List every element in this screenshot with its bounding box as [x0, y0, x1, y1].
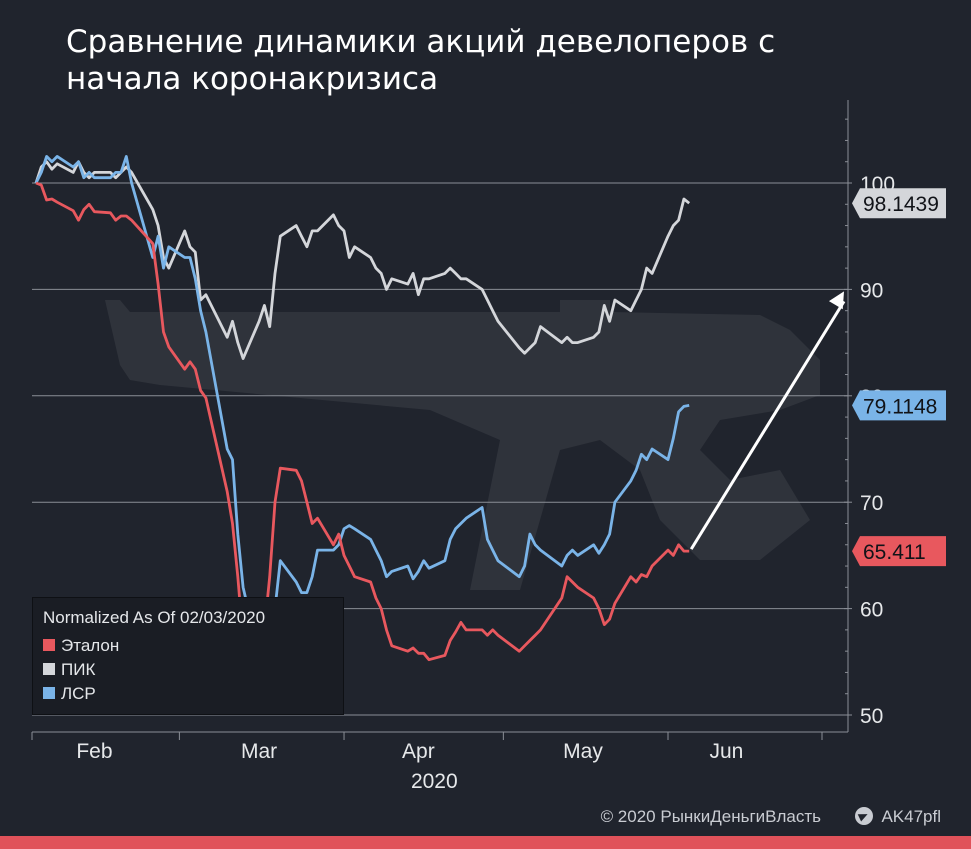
legend-item-etalon: Эталон	[43, 636, 119, 656]
chart-legend: Normalized As Of 02/03/2020 Эталон ПИК Л…	[32, 597, 344, 715]
channel-credit: AK47pfl	[855, 807, 941, 827]
x-tick-label-feb: Feb	[76, 740, 112, 763]
channel-name: AK47pfl	[881, 807, 941, 826]
value-tag-lsr	[852, 390, 946, 421]
x-tick-label-may: May	[563, 740, 603, 763]
annotation-arrow-shaft	[689, 300, 846, 550]
value-tag-label-pik: 98.1439	[863, 193, 939, 216]
y-tick-label-60: 60	[860, 599, 883, 622]
legend-label-pik: ПИК	[61, 660, 96, 679]
x-tick-label-mar: Mar	[241, 740, 277, 763]
legend-item-lsr: ЛСР	[43, 684, 96, 704]
x-tick-label-apr: Apr	[402, 740, 435, 763]
value-tag-label-lsr: 79.1148	[863, 395, 937, 418]
value-tag-label-etalon: 65.411	[863, 541, 926, 564]
x-tick-label-jun: Jun	[709, 740, 743, 763]
y-tick-label-70: 70	[860, 492, 883, 515]
legend-label-etalon: Эталон	[61, 636, 120, 655]
chart-title: Сравнение динамики акций девелоперов с н…	[66, 24, 776, 97]
legend-swatch-pik	[43, 663, 55, 675]
bottom-accent-bar	[0, 836, 971, 849]
footer: © 2020 РынкиДеньгиВласть AK47pfl	[0, 800, 971, 832]
telegram-icon	[855, 807, 874, 825]
legend-item-pik: ПИК	[43, 660, 95, 680]
copyright-text: © 2020 РынкиДеньгиВласть	[600, 807, 821, 826]
legend-title: Normalized As Of 02/03/2020	[43, 608, 266, 627]
series-line-pik	[34, 160, 691, 360]
legend-label-lsr: ЛСР	[61, 684, 96, 703]
series-line-lsr	[34, 155, 690, 658]
value-tag-pik	[852, 188, 946, 219]
series-line-etalon	[35, 181, 690, 680]
legend-swatch-etalon	[43, 639, 55, 651]
x-year-label: 2020	[411, 770, 458, 793]
annotation-arrow-head	[828, 291, 844, 310]
value-tag-etalon	[852, 536, 946, 567]
y-tick-label-90: 90	[860, 279, 883, 302]
watermark-rifle-logo	[105, 300, 820, 590]
y-tick-label-50: 50	[860, 705, 883, 728]
legend-swatch-lsr	[43, 687, 55, 699]
